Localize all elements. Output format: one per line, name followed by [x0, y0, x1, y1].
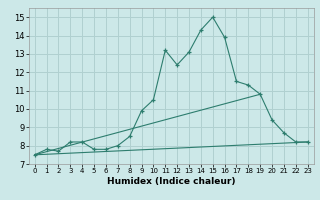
X-axis label: Humidex (Indice chaleur): Humidex (Indice chaleur)	[107, 177, 236, 186]
